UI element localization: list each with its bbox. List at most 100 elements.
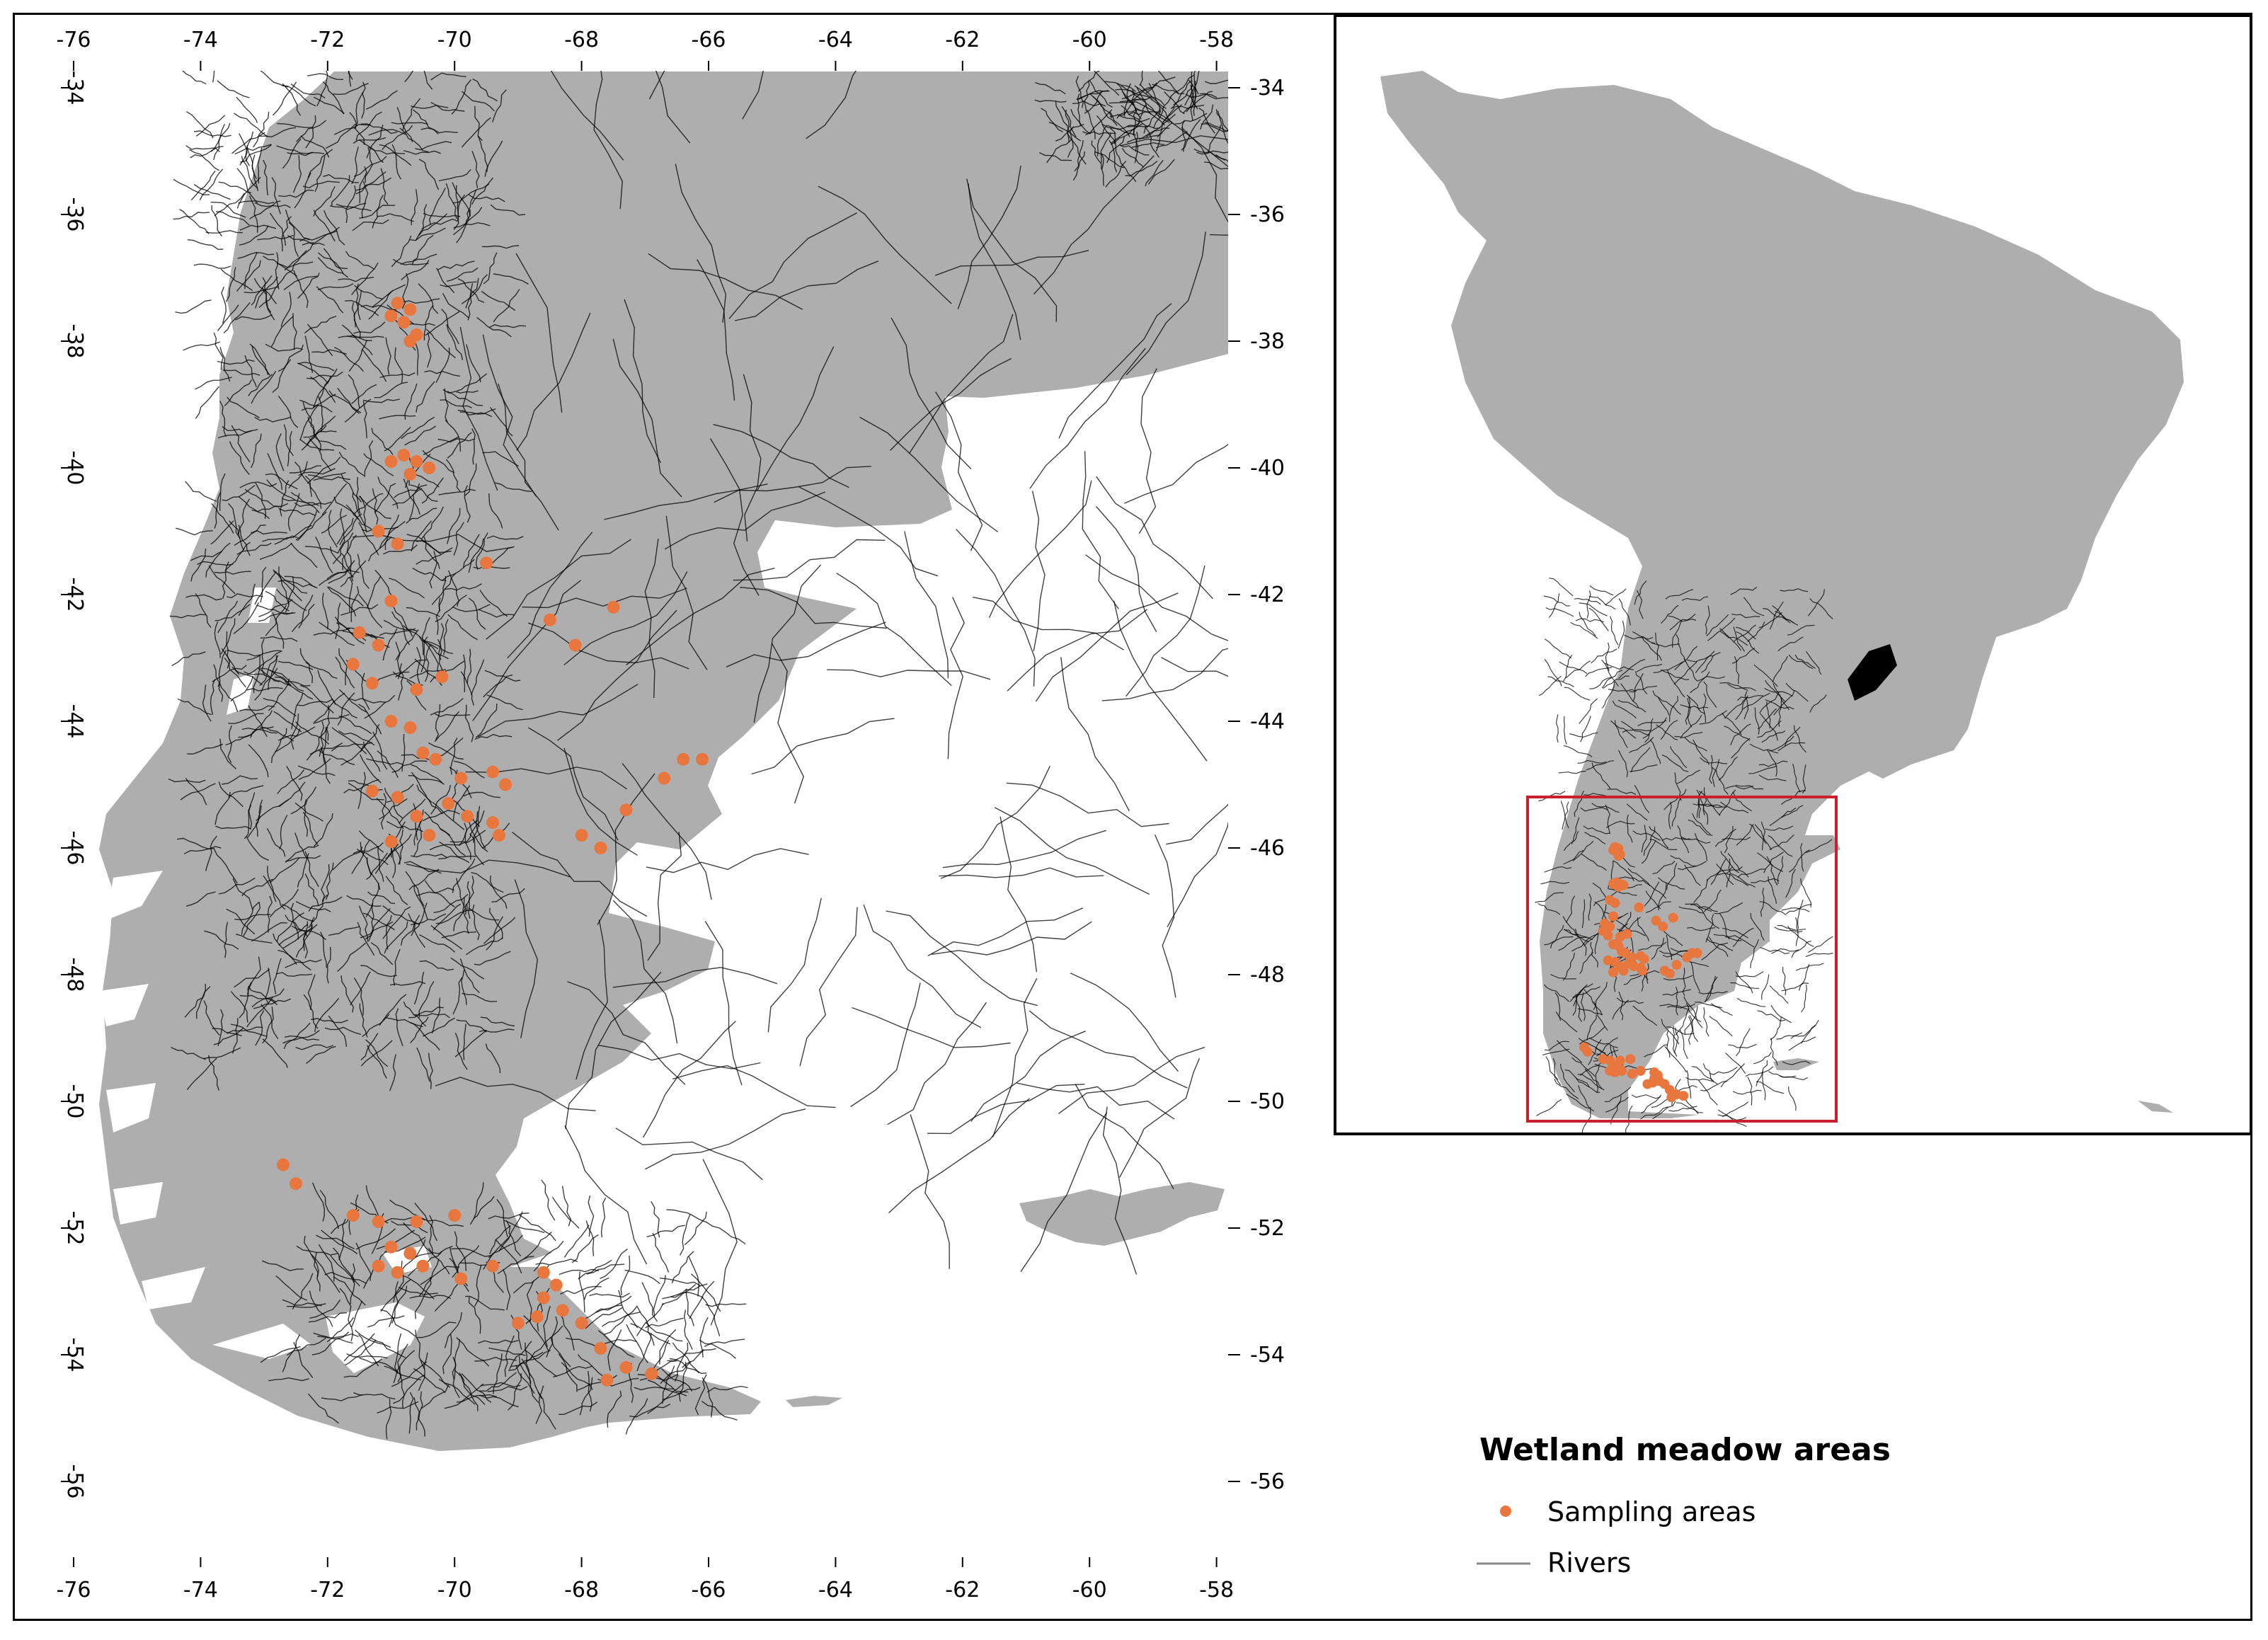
sampling-point-inset: [1635, 1065, 1646, 1076]
river-segment: [203, 1047, 241, 1060]
river-segment-inset: [1769, 807, 1797, 827]
river-segment: [684, 1211, 707, 1246]
river-segment: [357, 772, 366, 809]
river-segment: [714, 466, 871, 503]
river-segment: [418, 981, 435, 1018]
river-segment: [389, 1285, 408, 1328]
river-segment-inset: [1761, 974, 1770, 1000]
sampling-point: [568, 638, 582, 652]
river-segment: [275, 433, 285, 471]
river-segment: [367, 575, 382, 609]
river-segment: [337, 517, 354, 554]
river-segment: [249, 343, 270, 376]
river-segment: [535, 1258, 578, 1266]
river-segment: [413, 1367, 446, 1394]
river-segment: [297, 853, 309, 888]
river-segment: [273, 711, 302, 733]
river-segment: [447, 432, 472, 459]
river-segment: [519, 1356, 535, 1394]
river-segment: [683, 1309, 693, 1350]
river-segment: [507, 532, 593, 659]
river-segment: [275, 252, 280, 289]
river-segment-inset: [1563, 929, 1593, 941]
river-segment: [459, 1372, 479, 1411]
river-segment: [460, 671, 474, 706]
river-segment: [890, 357, 1012, 451]
river-segment: [743, 374, 762, 541]
river-segment: [1138, 368, 1157, 534]
river-segment-inset: [1642, 717, 1667, 739]
river-segment: [307, 323, 333, 357]
sampling-point: [607, 600, 620, 614]
river-segment: [530, 1325, 563, 1359]
river-segment-inset: [1677, 825, 1690, 854]
river-segment: [352, 492, 366, 525]
river-segment: [434, 1280, 464, 1312]
river-segment: [474, 105, 483, 142]
river-segment: [505, 1220, 522, 1257]
river-segment: [449, 737, 458, 775]
river-segment: [318, 569, 350, 586]
river-segment: [473, 565, 510, 570]
river-segment: [308, 1312, 347, 1323]
river-segment: [285, 855, 321, 862]
river-segment-inset: [1631, 1094, 1661, 1099]
river-segment: [247, 805, 262, 838]
river-segment-inset: [1542, 1048, 1570, 1056]
river-segment-inset: [1785, 868, 1796, 898]
river-segment: [355, 1228, 396, 1250]
river-segment: [371, 428, 394, 455]
river-segment-inset: [1793, 725, 1807, 753]
river-segment: [400, 1274, 435, 1300]
river-segment-inset: [1649, 826, 1669, 849]
river-segment: [204, 930, 239, 950]
river-segment: [314, 692, 345, 723]
lon-tick-label-top: -58: [1199, 28, 1234, 52]
sampling-point: [619, 1360, 633, 1374]
river-segment: [886, 910, 1038, 1007]
river-segment: [333, 124, 371, 135]
river-segment: [177, 698, 212, 716]
river-segment: [401, 273, 409, 309]
river-segment-inset: [1629, 685, 1658, 693]
river-segment: [445, 459, 461, 493]
river-segment-inset: [1781, 804, 1804, 818]
river-segment: [1035, 81, 1066, 95]
river-segment-inset: [1564, 745, 1593, 757]
river-segment-inset: [1736, 997, 1766, 1007]
sampling-point: [677, 752, 690, 766]
river-segment: [277, 396, 299, 428]
lat-tick-label-right: -50: [1250, 1089, 1285, 1114]
river-segment: [239, 982, 252, 1019]
river-segment: [322, 81, 345, 115]
river-segment: [260, 636, 298, 642]
river-segment: [559, 1401, 598, 1415]
river-segment: [443, 619, 449, 655]
river-segment-inset: [1680, 714, 1702, 739]
river-segment-inset: [1716, 863, 1734, 885]
river-segment: [422, 640, 454, 655]
river-segment: [757, 346, 835, 491]
river-segment: [197, 561, 234, 566]
river-segment-inset: [1554, 1079, 1579, 1099]
river-segment: [409, 669, 446, 679]
river-segment: [1058, 303, 1172, 439]
sampling-point-inset: [1603, 930, 1613, 941]
river-segment: [1148, 83, 1162, 117]
river-segment: [282, 498, 319, 506]
river-segment-inset: [1545, 1056, 1559, 1080]
river-segment: [416, 887, 454, 897]
river-segment: [1119, 144, 1150, 156]
sampling-point: [575, 829, 588, 842]
river-segment-inset: [1636, 663, 1663, 672]
river-segment: [1020, 1112, 1108, 1273]
river-segment: [662, 1387, 701, 1401]
river-segment-inset: [1573, 984, 1588, 1007]
river-segment-inset: [1635, 671, 1648, 694]
river-segment: [740, 587, 888, 629]
lat-tick-label-right: -54: [1250, 1343, 1285, 1367]
river-segment-inset: [1618, 598, 1631, 626]
river-segment: [927, 907, 1084, 957]
river-segment-inset: [1544, 866, 1572, 873]
river-segment: [728, 212, 858, 319]
